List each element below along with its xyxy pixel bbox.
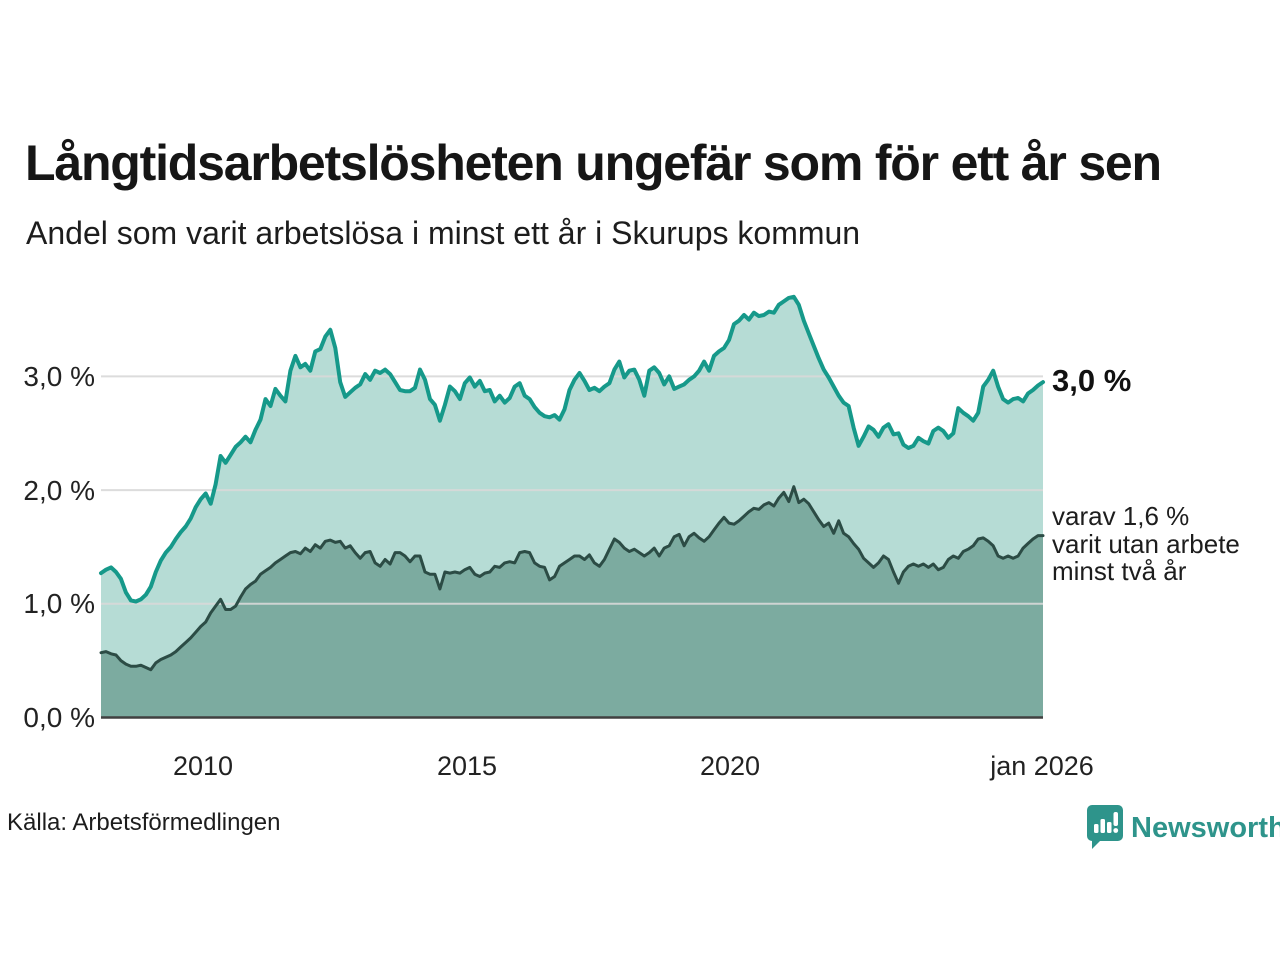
chart-subtitle: Andel som varit arbetslösa i minst ett å… xyxy=(26,215,861,251)
x-tick-label: 2015 xyxy=(436,751,498,781)
x-tick-label: 2010 xyxy=(172,751,234,781)
area-two-year-series xyxy=(101,486,1043,718)
line-total-series xyxy=(99,294,1045,604)
annotation-line: varit utan arbete xyxy=(1052,528,1240,559)
page-title: Långtidsarbetslösheten ungefär som för e… xyxy=(25,135,1162,191)
source-note: Källa: Arbetsförmedlingen xyxy=(7,809,281,836)
annotation-line: minst två år xyxy=(1052,556,1187,586)
x-tick-label: jan 2026 xyxy=(990,751,1094,781)
y-tick-label: 2,0 % xyxy=(23,475,95,506)
latest-value-label-two-year: varav 1,6 % varit utan arbete minst två … xyxy=(1052,501,1240,586)
annotation-line: varav 1,6 % xyxy=(1052,501,1190,531)
newsworthy-logo: Newsworthy xyxy=(1086,804,1280,849)
y-tick-label: 3,0 % xyxy=(23,361,95,392)
newsworthy-logo-text: Newsworthy xyxy=(1131,812,1280,844)
newsworthy-logo-icon xyxy=(1087,805,1123,849)
gridlines xyxy=(101,375,1043,605)
y-tick-label: 0,0 % xyxy=(23,702,95,733)
latest-value-label-total: 3,0 % xyxy=(1052,363,1132,398)
line-two-year-series xyxy=(99,485,1045,672)
y-tick-label: 1,0 % xyxy=(23,588,95,619)
x-tick-label: 2020 xyxy=(699,751,761,781)
